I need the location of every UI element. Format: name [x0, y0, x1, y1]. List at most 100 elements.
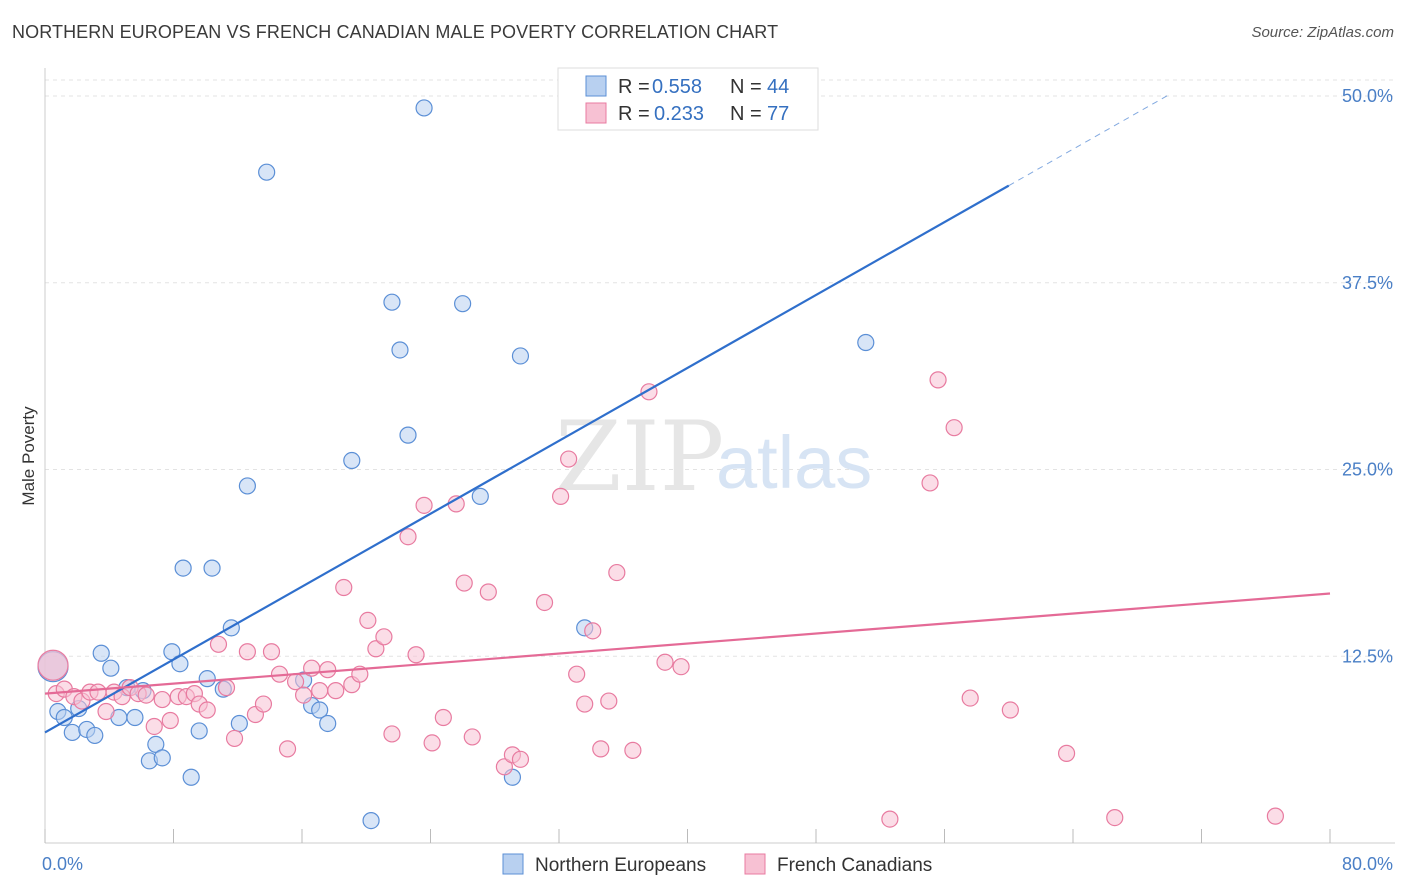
french-point-41 — [375, 628, 393, 646]
y-tick-label-3: 50.0% — [1342, 86, 1393, 106]
series-legend-swatch-northern — [502, 853, 524, 875]
northern-point-25 — [230, 714, 248, 733]
french-point-24 — [238, 643, 256, 661]
watermark: ZIP atlas — [555, 401, 872, 513]
data-points — [37, 99, 1284, 830]
northern-point-7 — [92, 644, 110, 662]
series-legend-swatch-french — [744, 853, 766, 875]
french-point-58 — [568, 665, 586, 683]
watermark-zip: ZIP — [555, 401, 724, 513]
french-point-12 — [137, 686, 155, 704]
french-point-54 — [511, 750, 530, 768]
french-point-61 — [592, 740, 610, 758]
french-point-76 — [1266, 807, 1284, 825]
french-point-56 — [552, 487, 570, 505]
french-point-34 — [319, 661, 337, 679]
french-point-23 — [225, 729, 244, 748]
french-point-42 — [383, 725, 401, 743]
chart-title: NORTHERN EUROPEAN VS FRENCH CANADIAN MAL… — [12, 22, 779, 42]
french-point-26 — [254, 695, 273, 713]
y-axis-label: Male Poverty — [19, 406, 38, 506]
french-point-73 — [1001, 701, 1019, 719]
french-point-60 — [584, 622, 602, 640]
french-point-20 — [198, 701, 216, 719]
french-point-45 — [415, 496, 433, 514]
french-point-50 — [463, 728, 481, 746]
axes — [44, 68, 1395, 844]
northern-trend-line — [44, 184, 1010, 734]
northern-point-8 — [102, 659, 120, 677]
french-point-44 — [407, 646, 425, 664]
legend-swatch-northern — [585, 75, 607, 97]
legend-r-label-2: R = — [618, 103, 650, 125]
french-point-67 — [672, 658, 690, 676]
french-point-46 — [423, 734, 441, 752]
northern-point-6 — [86, 726, 104, 745]
legend-r-label-1: R = — [618, 76, 650, 98]
french-point-14 — [153, 690, 171, 709]
northern-point-22 — [203, 559, 221, 577]
northern-point-11 — [126, 708, 144, 727]
french-point-68 — [881, 810, 899, 828]
french-point-52 — [495, 758, 513, 776]
french-point-62 — [600, 692, 618, 710]
trend-lines — [44, 94, 1331, 734]
y-tick-labels: 12.5% 25.0% 37.5% 50.0% — [1342, 86, 1393, 666]
series-legend-northern: Northern Europeans — [535, 855, 706, 876]
french-point-69 — [921, 474, 939, 492]
northern-point-31 — [319, 714, 337, 733]
french-point-49 — [455, 574, 473, 592]
french-point-66 — [656, 653, 674, 671]
northern-point-41 — [511, 347, 530, 365]
northern-point-36 — [399, 426, 417, 444]
x-tick-label-1: 80.0% — [1342, 854, 1393, 874]
french-point-13 — [145, 717, 163, 736]
french-point-27 — [262, 643, 281, 661]
northern-point-20 — [190, 722, 208, 740]
french-point-21 — [209, 635, 228, 653]
french-point-57 — [560, 450, 578, 468]
french-point-74 — [1057, 744, 1076, 762]
northern-point-15 — [153, 749, 171, 767]
french-point-71 — [945, 419, 963, 437]
french-point-36 — [335, 578, 353, 597]
legend-r-value-2: 0.233 — [654, 103, 704, 125]
legend-n-value-1: 44 — [767, 76, 789, 98]
northern-point-38 — [454, 295, 472, 313]
x-tick-label-0: 0.0% — [42, 854, 83, 874]
series-legend: Northern Europeans French Canadians — [502, 853, 932, 876]
french-point-29 — [278, 740, 297, 758]
french-point-51 — [479, 583, 497, 601]
northern-point-30 — [311, 701, 329, 719]
french-point-47 — [434, 708, 452, 727]
french-point-7 — [97, 702, 115, 721]
y-tick-label-0: 12.5% — [1342, 646, 1393, 666]
french-point-6 — [89, 683, 107, 701]
source-label: Source: ZipAtlas.com — [1251, 24, 1394, 41]
northern-trend-extension — [1008, 94, 1170, 187]
northern-point-32 — [343, 451, 361, 470]
series-legend-french: French Canadians — [777, 855, 932, 876]
northern-point-33 — [362, 811, 380, 830]
legend-n-label-2: N = — [730, 103, 762, 125]
french-point-43 — [399, 528, 417, 546]
northern-point-27 — [258, 163, 276, 181]
northern-point-21 — [198, 670, 216, 688]
french-point-40 — [367, 640, 385, 658]
northern-point-26 — [238, 477, 256, 495]
french-point-64 — [624, 741, 642, 759]
legend-n-label-1: N = — [730, 76, 762, 98]
northern-point-37 — [415, 99, 433, 117]
gridlines — [45, 79, 1395, 657]
northern-point-18 — [174, 559, 192, 577]
northern-point-35 — [391, 341, 409, 359]
northern-point-34 — [383, 293, 401, 311]
french-point-31 — [295, 686, 313, 704]
french-point-63 — [608, 563, 626, 582]
french-point-55 — [535, 593, 554, 612]
y-tick-label-1: 25.0% — [1342, 460, 1393, 480]
watermark-atlas: atlas — [716, 421, 872, 504]
french-point-59 — [576, 695, 594, 713]
french-point-22 — [217, 679, 236, 697]
